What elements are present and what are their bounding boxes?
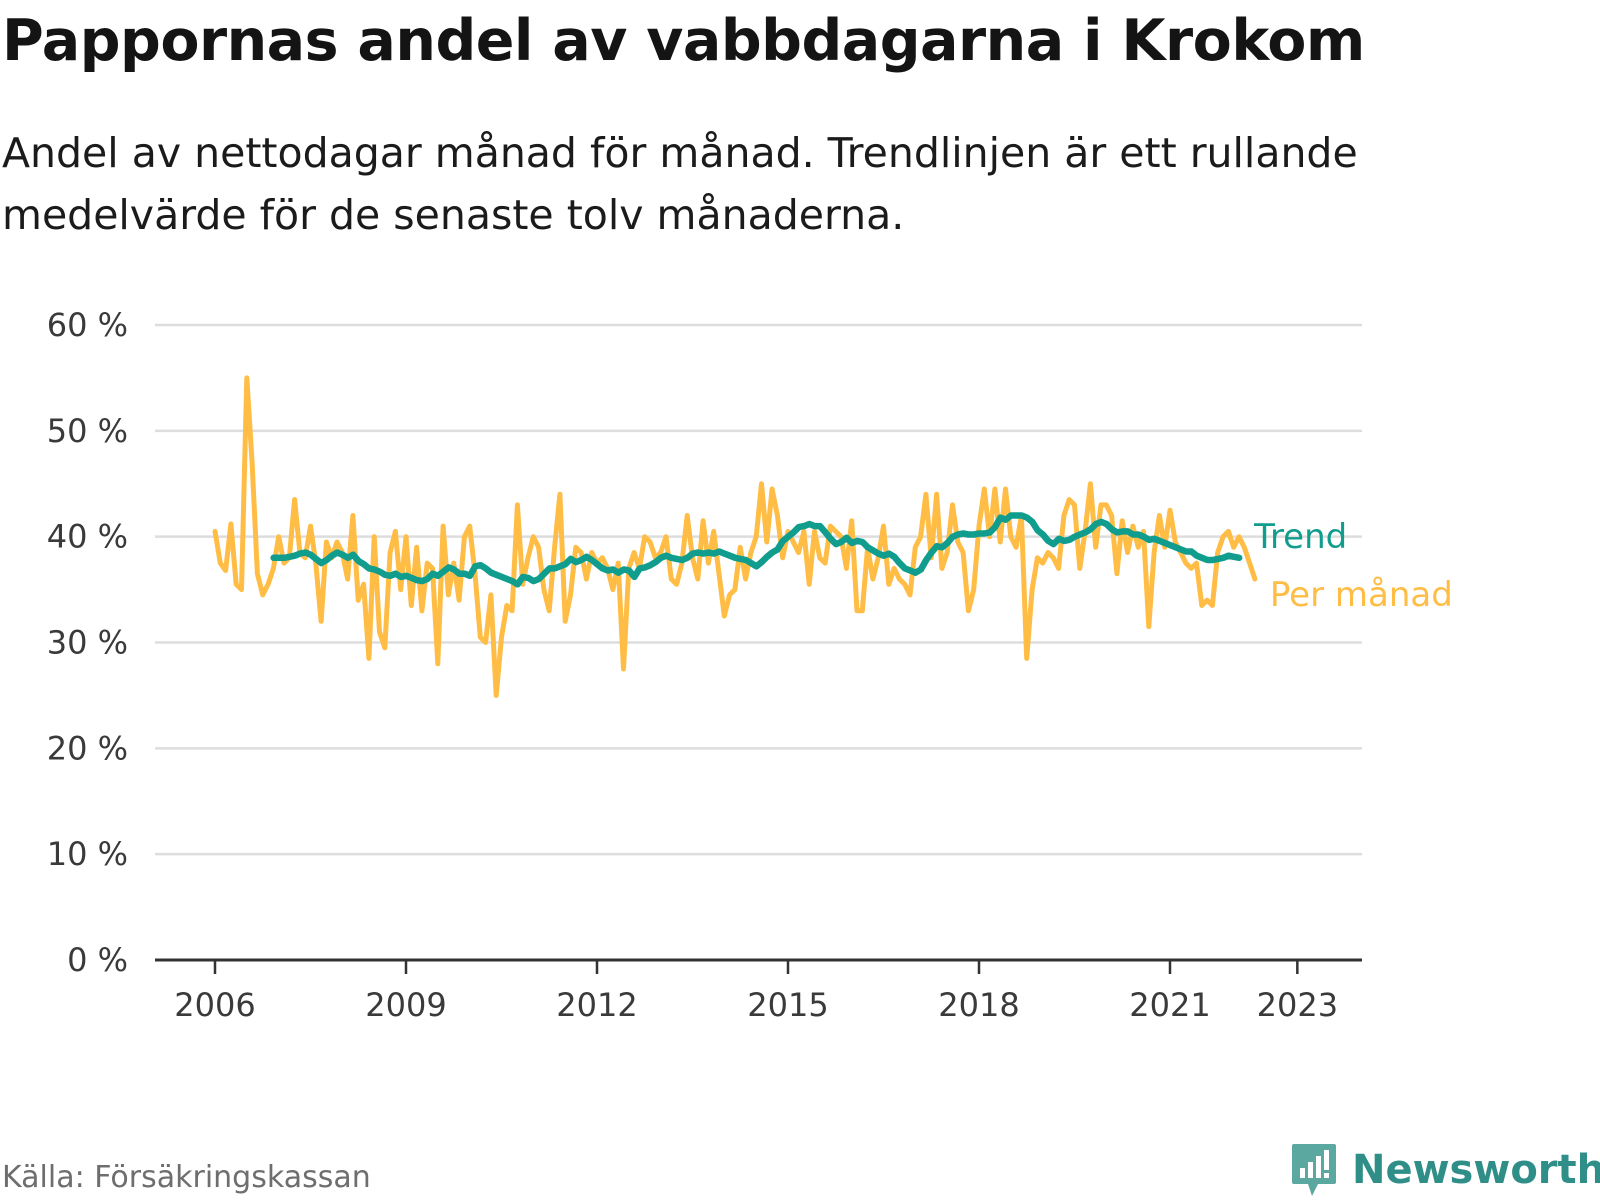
y-tick-label: 60 % (47, 306, 128, 344)
y-tick-label: 30 % (47, 624, 128, 662)
series-label-trend: Trend (1253, 517, 1347, 557)
brand-logo: Newsworthy (1290, 1140, 1600, 1200)
x-tick-label: 2006 (174, 986, 255, 1024)
x-tick-label: 2015 (747, 986, 828, 1024)
x-tick-label: 2023 (1257, 986, 1338, 1024)
y-tick-label: 50 % (47, 412, 128, 450)
y-tick-label: 10 % (47, 835, 128, 873)
x-axis: 2006 2009 2012 2015 2018 2021 2023 (155, 958, 1362, 1024)
chart-subtitle: Andel av nettodagar månad för månad. Tre… (2, 129, 1358, 239)
x-tick-label: 2012 (556, 986, 637, 1024)
x-tick-label: 2009 (365, 986, 446, 1024)
series-label-monthly: Per månad (1270, 575, 1453, 615)
y-tick-label: 20 % (47, 729, 128, 767)
series-line-monthly (212, 375, 1258, 698)
y-tick-label: 0 % (67, 941, 128, 979)
chart-title: Pappornas andel av vabbdagarna i Krokom (2, 8, 1365, 74)
y-axis-tick-labels: 0 % 10 % 20 % 30 % 40 % 50 % 60 % (47, 306, 128, 979)
source-note: Källa: Försäkringskassan (2, 1160, 371, 1195)
brand-name: Newsworthy (1352, 1147, 1600, 1193)
series-labels: Trend Per månad (1253, 517, 1453, 615)
x-tick-label: 2021 (1129, 986, 1210, 1024)
y-gridlines (155, 323, 1362, 856)
bar-chart-speech-bubble-icon (1292, 1144, 1336, 1196)
y-tick-label: 40 % (47, 518, 128, 556)
series-lines (212, 375, 1258, 698)
series-line-trend (270, 512, 1243, 588)
x-tick-label: 2018 (938, 986, 1019, 1024)
